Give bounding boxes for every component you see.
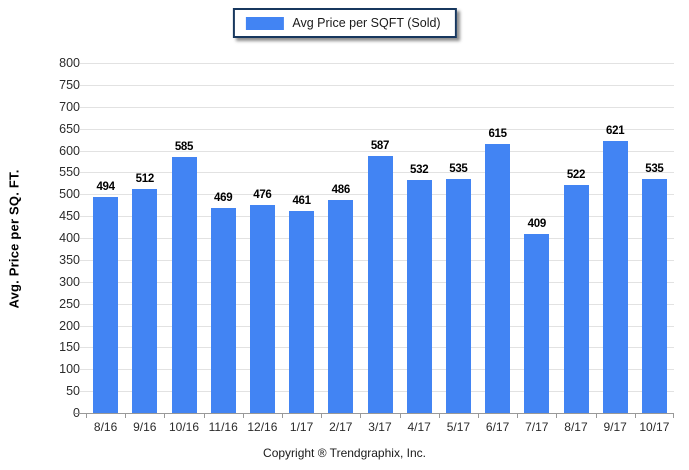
x-tick-label: 12/16 <box>247 420 278 434</box>
bar[interactable] <box>602 141 628 413</box>
x-tick-label: 10/17 <box>639 420 670 434</box>
bar-value-label: 522 <box>566 169 586 181</box>
bar-value-label: 469 <box>214 192 233 204</box>
x-axis-line <box>73 413 674 414</box>
x-axis-labels: 8/16 9/16 10/16 11/16 12/16 1/17 2/17 3/17 4/17 5… <box>86 420 674 436</box>
y-tick-label: 50 <box>66 384 80 399</box>
gridline <box>80 84 674 86</box>
y-tick-label: 150 <box>59 340 80 355</box>
legend: Avg Price per SQFT (Sold) <box>232 8 457 38</box>
bar-value-label: 621 <box>606 125 625 137</box>
copyright-text: Copyright ® Trendgraphix, Inc. <box>263 446 426 460</box>
y-tick-label: 400 <box>59 231 80 245</box>
x-axis-tick <box>360 414 362 418</box>
x-axis-tick <box>203 414 205 418</box>
y-tick-label: 250 <box>59 296 80 311</box>
bar[interactable] <box>289 211 315 413</box>
bar[interactable] <box>563 185 589 413</box>
x-tick-label: 8/17 <box>564 420 588 434</box>
bar[interactable] <box>93 197 119 413</box>
bar[interactable] <box>210 208 236 413</box>
x-axis-tick <box>282 414 283 418</box>
bar[interactable] <box>485 144 511 413</box>
gridline <box>80 150 674 152</box>
x-tick-label: 9/16 <box>133 420 157 434</box>
x-axis-tick <box>517 414 519 418</box>
x-tick-label: 6/17 <box>485 420 510 434</box>
x-tick-label: 9/17 <box>603 420 627 434</box>
x-tick-label: 4/17 <box>407 420 431 434</box>
gridline <box>80 128 674 130</box>
bar-value-label: 535 <box>645 163 664 175</box>
x-axis-tick <box>595 414 597 418</box>
plot-area: 494 512 585 469 476 461 486 587 532 535 615 409 522 6… <box>73 63 674 418</box>
x-axis-tick <box>164 414 166 418</box>
bar[interactable] <box>132 189 158 413</box>
y-tick-label: 800 <box>59 56 80 70</box>
y-tick-label: 450 <box>59 209 80 224</box>
y-tick-label: 100 <box>59 362 80 377</box>
bar-value-label: 587 <box>370 140 390 152</box>
x-axis-tick <box>242 414 244 418</box>
y-tick-label: 600 <box>59 143 80 158</box>
gridline <box>80 106 674 108</box>
bar[interactable] <box>445 179 471 413</box>
bar[interactable] <box>406 180 432 413</box>
x-axis-tick <box>556 414 558 418</box>
legend-label: Avg Price per SQFT (Sold) <box>292 16 441 30</box>
x-axis-tick <box>634 414 636 418</box>
x-tick-label: 7/17 <box>525 420 549 434</box>
y-tick-label: 700 <box>59 99 80 114</box>
bar-value-label: 532 <box>410 164 429 176</box>
bar-value-label: 615 <box>488 128 507 140</box>
y-tick-label: 350 <box>59 252 80 267</box>
x-tick-label: 3/17 <box>368 420 392 434</box>
x-axis-tick <box>438 414 440 418</box>
bar-value-label: 512 <box>135 173 155 185</box>
bar-value-label: 535 <box>449 163 468 175</box>
bar[interactable] <box>249 205 275 413</box>
x-axis-tick <box>673 414 674 418</box>
gridline <box>80 63 674 64</box>
y-tick-label: 550 <box>59 165 80 180</box>
bar[interactable] <box>171 157 197 413</box>
legend-swatch <box>245 16 284 30</box>
x-axis-tick <box>125 414 127 418</box>
y-tick-label: 650 <box>59 121 80 136</box>
y-tick-label: 200 <box>59 318 80 333</box>
bar-value-label: 461 <box>292 195 311 207</box>
x-axis-tick <box>86 414 87 418</box>
bar-value-label: 585 <box>174 141 194 153</box>
bar[interactable] <box>367 156 393 413</box>
x-tick-label: 1/17 <box>289 420 314 434</box>
bar-value-label: 486 <box>331 184 351 196</box>
x-axis-tick <box>478 414 479 418</box>
x-tick-label: 2/17 <box>329 420 353 434</box>
bar[interactable] <box>328 200 354 413</box>
x-tick-label: 11/16 <box>208 420 238 434</box>
x-tick-label: 10/16 <box>168 420 199 434</box>
bar-value-label: 409 <box>527 218 547 230</box>
x-tick-label: 8/16 <box>93 420 118 434</box>
bar[interactable] <box>524 234 550 413</box>
y-tick-label: 750 <box>59 77 80 92</box>
bar[interactable] <box>641 179 667 413</box>
y-axis-ticks: 0501001502002503003504004505005506006507… <box>0 56 80 420</box>
y-tick-label: 300 <box>59 274 80 289</box>
x-tick-label: 5/17 <box>446 420 471 434</box>
x-axis-tick <box>399 414 401 418</box>
bar-value-label: 476 <box>253 189 272 201</box>
y-tick-label: 500 <box>59 187 80 202</box>
x-axis-tick <box>321 414 323 418</box>
bar-value-label: 494 <box>96 181 115 193</box>
